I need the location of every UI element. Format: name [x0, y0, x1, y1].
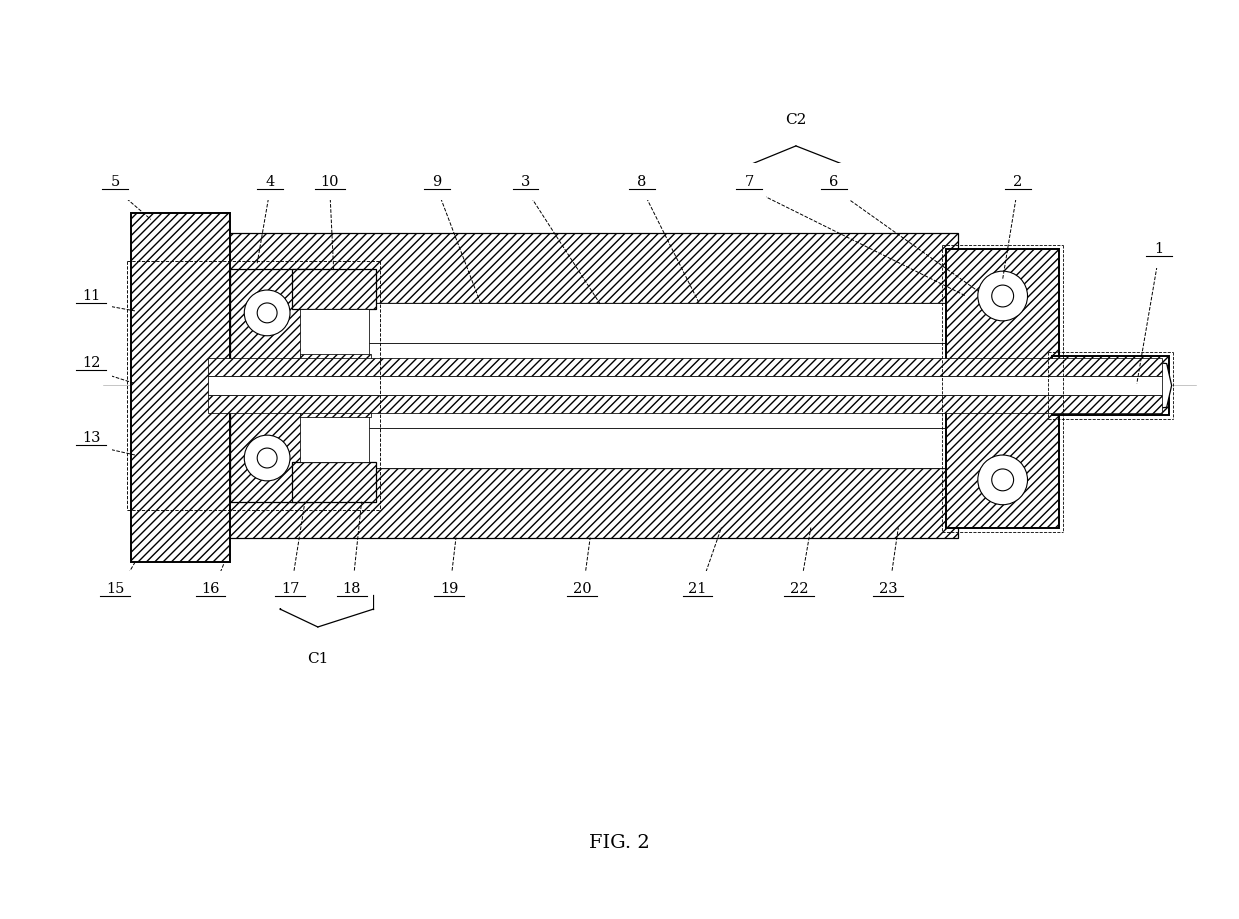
Circle shape [978, 455, 1027, 505]
Bar [300, 390, 370, 417]
Text: 20: 20 [572, 583, 591, 596]
Bar [218, 233, 958, 303]
Bar [218, 343, 958, 428]
Text: 2: 2 [1014, 175, 1022, 188]
Text: C2: C2 [786, 113, 807, 127]
Text: 19: 19 [440, 583, 458, 596]
Bar [218, 428, 958, 468]
Text: 22: 22 [789, 583, 808, 596]
Circle shape [258, 303, 278, 323]
Text: 1: 1 [1155, 243, 1163, 256]
Bar [207, 357, 1162, 376]
Circle shape [991, 469, 1014, 491]
Text: 3: 3 [520, 175, 530, 188]
Polygon shape [1129, 359, 1172, 412]
Text: 21: 21 [689, 583, 706, 596]
Bar [207, 395, 1162, 414]
Text: 11: 11 [82, 289, 100, 303]
Bar [947, 249, 1059, 528]
Circle shape [244, 436, 290, 481]
Text: 10: 10 [321, 175, 339, 188]
Text: 6: 6 [829, 175, 839, 188]
Circle shape [978, 271, 1027, 321]
Bar [218, 303, 958, 343]
Text: C1: C1 [307, 652, 328, 665]
Text: 4: 4 [265, 175, 275, 188]
Text: 13: 13 [82, 431, 100, 445]
Bar [131, 213, 230, 562]
Bar [218, 468, 958, 538]
Circle shape [991, 285, 1014, 307]
Text: 5: 5 [110, 175, 120, 188]
Bar [292, 269, 377, 309]
Text: 16: 16 [201, 583, 219, 596]
Bar [292, 462, 377, 502]
Bar [1052, 356, 1168, 415]
Circle shape [990, 375, 1016, 401]
Text: 18: 18 [342, 583, 361, 596]
Circle shape [244, 290, 290, 335]
Text: FIG. 2: FIG. 2 [589, 834, 649, 852]
Text: 23: 23 [878, 583, 898, 596]
Bar [207, 376, 1162, 395]
Bar [300, 309, 368, 462]
Text: 15: 15 [105, 583, 124, 596]
Text: 7: 7 [745, 175, 753, 188]
Circle shape [258, 448, 278, 468]
Bar [300, 354, 370, 381]
Text: 12: 12 [82, 356, 100, 369]
Text: 9: 9 [432, 175, 442, 188]
Text: 8: 8 [637, 175, 647, 188]
Text: 17: 17 [281, 583, 299, 596]
Bar [230, 269, 313, 502]
